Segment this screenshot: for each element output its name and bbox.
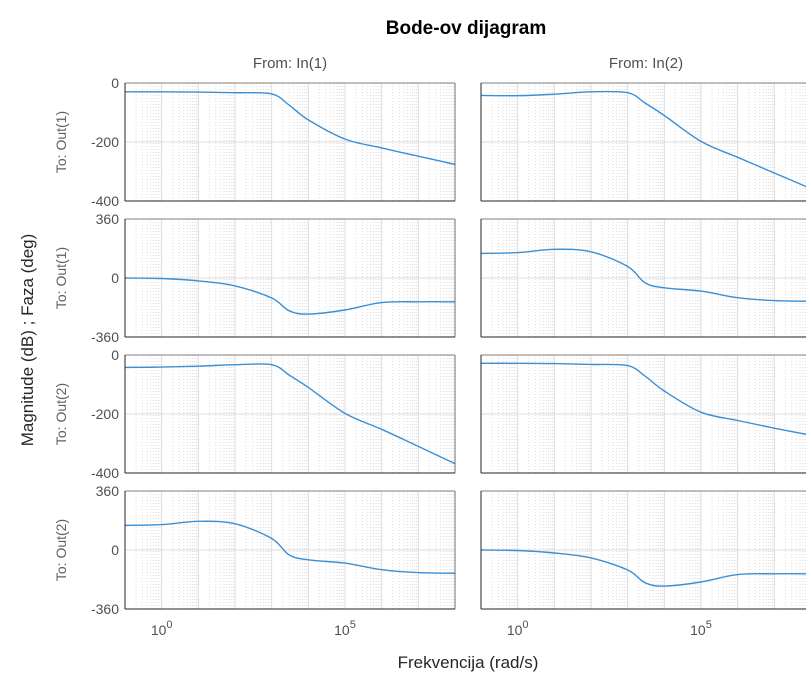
series-line bbox=[481, 248, 806, 302]
y-tick-label: -360 bbox=[91, 329, 119, 345]
x-axis-label: Frekvencija (rad/s) bbox=[398, 653, 539, 672]
y-tick-label: 0 bbox=[111, 270, 119, 286]
chart-title: Bode-ov dijagram bbox=[386, 18, 546, 39]
x-tick-label: 105 bbox=[334, 619, 356, 638]
y-tick-label: 360 bbox=[96, 483, 120, 499]
y-tick-label: 0 bbox=[111, 542, 119, 558]
y-tick-label: 360 bbox=[96, 211, 120, 227]
y-tick-label: -200 bbox=[91, 406, 119, 422]
y-tick-label: 0 bbox=[111, 347, 119, 363]
subplot bbox=[480, 490, 806, 610]
x-tick-label: 100 bbox=[151, 619, 173, 638]
y-tick-label: 0 bbox=[111, 75, 119, 91]
row-label: To: Out(1) bbox=[53, 247, 69, 309]
series-line bbox=[481, 549, 806, 587]
x-tick-label: 105 bbox=[690, 619, 712, 638]
subplot-grid: From: In(1) From: In(2) 0 -200 -400 To: Out(1… bbox=[53, 55, 806, 638]
subplot: 0 -200 -400 To: Out(1) bbox=[53, 75, 456, 209]
subplot: 360 0 -360 To: Out(1) bbox=[53, 211, 456, 345]
series-line bbox=[481, 90, 806, 188]
x-tick-label: 100 bbox=[507, 619, 529, 638]
y-tick-label: -360 bbox=[91, 601, 119, 617]
column-title: From: In(2) bbox=[609, 55, 683, 72]
row-label: To: Out(2) bbox=[53, 519, 69, 581]
series-line bbox=[481, 362, 806, 435]
series-line bbox=[125, 277, 455, 315]
column-title: From: In(1) bbox=[253, 55, 327, 72]
y-tick-label: -200 bbox=[91, 134, 119, 150]
row-label: To: Out(1) bbox=[53, 111, 69, 173]
series-line bbox=[125, 520, 455, 574]
subplot bbox=[480, 354, 806, 474]
subplot: 360 0 -360 To: Out(2) bbox=[53, 483, 456, 617]
y-axis-label: Magnitude (dB) ; Faza (deg) bbox=[18, 234, 37, 447]
subplot: 0 -200 -400 To: Out(2) bbox=[53, 347, 456, 481]
y-tick-label: -400 bbox=[91, 465, 119, 481]
series-line bbox=[125, 363, 455, 465]
series-line bbox=[125, 91, 455, 166]
subplot bbox=[480, 82, 806, 202]
row-label: To: Out(2) bbox=[53, 383, 69, 445]
y-tick-label: -400 bbox=[91, 193, 119, 209]
subplot bbox=[480, 218, 806, 338]
